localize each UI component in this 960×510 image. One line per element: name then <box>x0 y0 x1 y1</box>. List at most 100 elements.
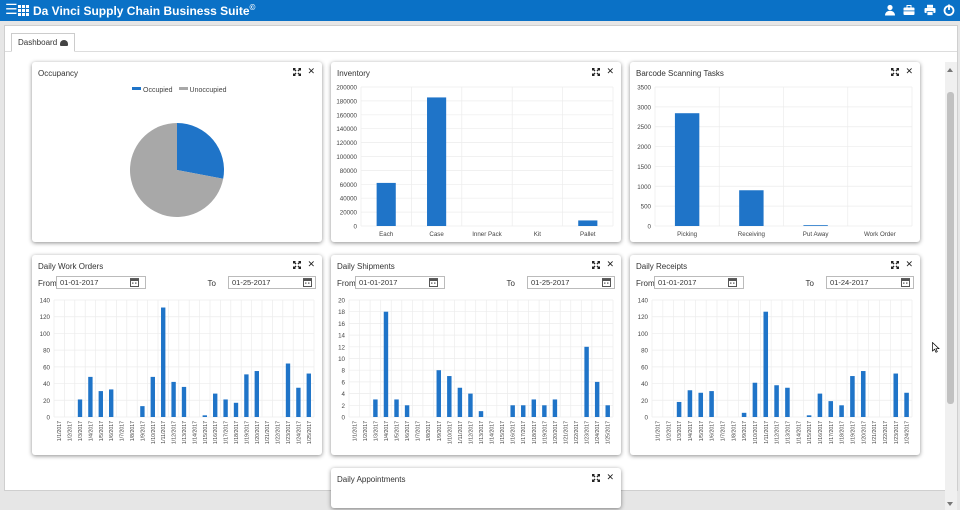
expand-icon[interactable] <box>592 261 601 269</box>
expand-icon[interactable] <box>293 68 302 76</box>
bar[interactable] <box>752 382 758 417</box>
bar[interactable] <box>202 415 207 417</box>
pie-slice-occupied[interactable] <box>177 123 224 179</box>
bar[interactable] <box>436 370 441 417</box>
expand-icon[interactable] <box>891 261 900 269</box>
bar[interactable] <box>605 405 610 417</box>
bar[interactable] <box>676 401 682 417</box>
bar[interactable] <box>817 393 823 417</box>
calendar-icon[interactable] <box>728 278 737 287</box>
bar[interactable] <box>77 399 83 417</box>
bar[interactable] <box>376 182 396 226</box>
bar[interactable] <box>306 373 311 417</box>
expand-icon[interactable] <box>592 68 601 76</box>
bar[interactable] <box>763 311 769 417</box>
bar[interactable] <box>709 391 714 417</box>
vertical-scrollbar[interactable] <box>945 62 957 510</box>
expand-icon[interactable] <box>592 474 601 482</box>
bar[interactable] <box>88 376 93 417</box>
bar[interactable] <box>774 385 779 417</box>
calendar-icon[interactable] <box>429 278 438 287</box>
from-date-input[interactable] <box>355 276 445 289</box>
x-tick-label: Receiving <box>738 231 766 238</box>
x-tick-label: 1/5/2017 <box>699 421 705 441</box>
bar[interactable] <box>109 389 114 417</box>
close-icon[interactable]: ✕ <box>606 473 614 483</box>
close-icon[interactable]: ✕ <box>606 67 614 77</box>
close-icon[interactable]: ✕ <box>905 260 913 270</box>
bar[interactable] <box>521 405 526 417</box>
bar[interactable] <box>552 399 558 417</box>
calendar-icon[interactable] <box>901 278 910 287</box>
calendar-icon[interactable] <box>602 278 611 287</box>
x-tick-label: 1/10/2017 <box>151 421 157 444</box>
bar[interactable] <box>806 415 812 417</box>
user-icon[interactable] <box>884 4 896 16</box>
bar[interactable] <box>687 390 693 417</box>
bar[interactable] <box>373 399 378 417</box>
bar[interactable] <box>850 376 855 417</box>
pie-slice-unoccupied[interactable] <box>129 123 224 217</box>
bar[interactable] <box>584 346 589 417</box>
bar[interactable] <box>254 371 259 417</box>
bar[interactable] <box>698 392 704 417</box>
bar[interactable] <box>860 371 866 417</box>
bar[interactable] <box>161 307 166 417</box>
bar[interactable] <box>383 311 389 417</box>
bar[interactable] <box>457 387 463 417</box>
bar[interactable] <box>296 387 301 417</box>
bar[interactable] <box>233 402 239 417</box>
hamburger-menu-icon[interactable]: ☰ <box>5 2 18 18</box>
to-date-input[interactable] <box>527 276 615 289</box>
bar[interactable] <box>839 405 844 417</box>
bar[interactable] <box>244 374 249 417</box>
tab-dashboard[interactable]: Dashboard <box>11 33 76 52</box>
bar[interactable] <box>739 190 764 226</box>
apps-grid-icon[interactable] <box>18 5 29 16</box>
briefcase-icon[interactable] <box>903 4 915 16</box>
bar[interactable] <box>404 405 410 417</box>
expand-icon[interactable] <box>891 68 900 76</box>
from-date-input[interactable] <box>56 276 146 289</box>
bar[interactable] <box>674 113 700 226</box>
print-icon[interactable] <box>924 4 936 16</box>
from-date-input[interactable] <box>654 276 744 289</box>
bar[interactable] <box>542 405 547 417</box>
bar[interactable] <box>468 393 473 417</box>
bar[interactable] <box>285 363 291 417</box>
calendar-icon[interactable] <box>130 278 139 287</box>
bar[interactable] <box>213 393 218 417</box>
bar[interactable] <box>594 381 600 417</box>
bar[interactable] <box>98 391 103 417</box>
bar[interactable] <box>578 220 598 226</box>
bar[interactable] <box>904 392 909 417</box>
bar[interactable] <box>171 381 176 417</box>
bar[interactable] <box>893 373 899 417</box>
scrollbar-thumb[interactable] <box>947 92 954 404</box>
bar[interactable] <box>803 225 828 226</box>
close-icon[interactable]: ✕ <box>905 67 913 77</box>
bar[interactable] <box>478 411 484 417</box>
bar[interactable] <box>785 387 790 417</box>
bar[interactable] <box>140 406 145 417</box>
bar[interactable] <box>447 376 452 417</box>
bar[interactable] <box>223 399 228 417</box>
bar[interactable] <box>741 412 747 417</box>
bar[interactable] <box>427 97 447 226</box>
to-date-input[interactable] <box>826 276 914 289</box>
expand-icon[interactable] <box>293 261 302 269</box>
bar[interactable] <box>394 399 399 417</box>
bar[interactable] <box>510 405 515 417</box>
bar[interactable] <box>150 376 155 417</box>
bar[interactable] <box>531 399 537 417</box>
to-date-input[interactable] <box>228 276 316 289</box>
bar[interactable] <box>828 401 834 417</box>
scroll-up-arrow-icon[interactable] <box>947 68 953 72</box>
power-icon[interactable] <box>943 4 955 16</box>
calendar-icon[interactable] <box>303 278 312 287</box>
scroll-down-arrow-icon[interactable] <box>947 502 953 506</box>
close-icon[interactable]: ✕ <box>606 260 614 270</box>
close-icon[interactable]: ✕ <box>307 67 315 77</box>
close-icon[interactable]: ✕ <box>307 260 315 270</box>
bar[interactable] <box>181 386 187 417</box>
